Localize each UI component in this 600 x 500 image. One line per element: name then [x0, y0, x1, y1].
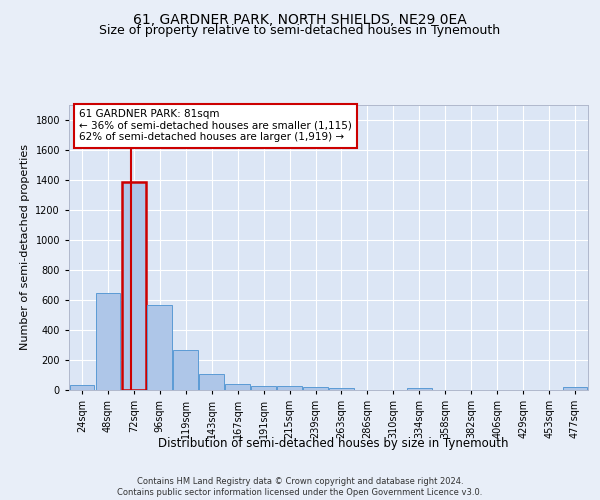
Bar — [251, 386, 276, 390]
Bar — [226, 384, 250, 390]
Text: 61, GARDNER PARK, NORTH SHIELDS, NE29 0EA: 61, GARDNER PARK, NORTH SHIELDS, NE29 0E… — [133, 12, 467, 26]
Bar — [95, 293, 120, 390]
Bar — [303, 387, 328, 390]
Bar — [277, 386, 302, 390]
Bar — [407, 388, 431, 390]
Bar — [173, 350, 198, 390]
Text: Distribution of semi-detached houses by size in Tynemouth: Distribution of semi-detached houses by … — [158, 438, 508, 450]
Text: 61 GARDNER PARK: 81sqm
← 36% of semi-detached houses are smaller (1,115)
62% of : 61 GARDNER PARK: 81sqm ← 36% of semi-det… — [79, 110, 352, 142]
Bar — [563, 387, 587, 390]
Text: Size of property relative to semi-detached houses in Tynemouth: Size of property relative to semi-detach… — [100, 24, 500, 37]
Bar — [148, 304, 172, 390]
Text: Contains HM Land Registry data © Crown copyright and database right 2024.
Contai: Contains HM Land Registry data © Crown c… — [118, 478, 482, 497]
Bar — [329, 388, 354, 390]
Bar — [122, 182, 146, 390]
Y-axis label: Number of semi-detached properties: Number of semi-detached properties — [20, 144, 30, 350]
Bar — [70, 385, 94, 390]
Bar — [199, 374, 224, 390]
